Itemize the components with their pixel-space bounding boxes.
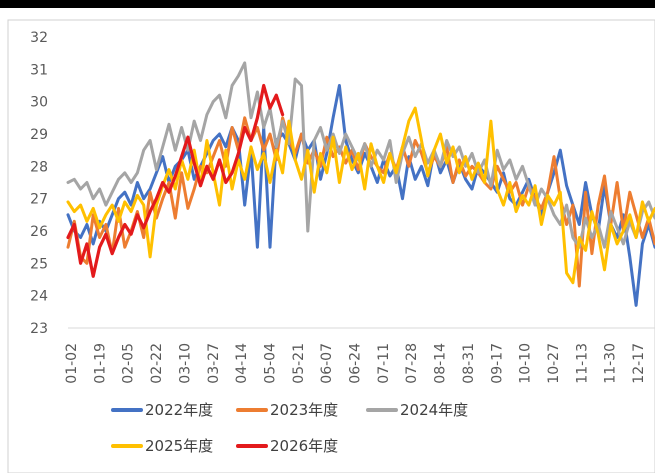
- legend: 2022年度 2023年度 2024年度 2025年度 2026年度: [113, 401, 468, 455]
- y-tick-label: 32: [30, 30, 48, 46]
- x-tick-label: 11-30: [603, 343, 619, 384]
- y-tick-label: 31: [30, 62, 48, 78]
- x-tick-label: 06-07: [319, 343, 335, 384]
- x-tick-label: 07-28: [404, 343, 420, 384]
- x-tick-label: 10-27: [546, 343, 562, 384]
- x-tick-label: 05-04: [262, 343, 278, 384]
- x-tick-label: 08-14: [433, 343, 449, 384]
- legend-label: 2026年度: [270, 437, 338, 455]
- x-tick-label: 01-19: [92, 343, 108, 384]
- legend-label: 2023年度: [270, 401, 338, 419]
- x-tick-label: 07-11: [376, 343, 392, 384]
- series-layer: [68, 63, 655, 306]
- legend-label: 2022年度: [145, 401, 213, 419]
- y-axis-labels: 23 24 25 26 27 28 29 30 31 32: [30, 30, 48, 337]
- y-tick-label: 23: [30, 321, 48, 337]
- x-tick-label: 11-13: [574, 343, 590, 384]
- x-axis: 01-02 01-19 02-05 02-22 03-10 03-27 04-14 05-04…: [64, 328, 655, 384]
- x-tick-label: 08-31: [461, 343, 477, 384]
- x-tick-label: 03-10: [177, 343, 193, 384]
- y-tick-label: 28: [30, 159, 48, 175]
- x-tick-label: 05-21: [291, 343, 307, 384]
- x-tick-label: 09-17: [489, 343, 505, 384]
- x-tick-label: 10-10: [518, 343, 534, 384]
- y-tick-label: 24: [30, 289, 48, 305]
- top-black-bar: [0, 0, 655, 8]
- x-tick-label: 06-24: [348, 343, 364, 384]
- x-tick-label: 12-17: [631, 343, 647, 384]
- y-tick-label: 30: [30, 95, 48, 111]
- y-tick-label: 25: [30, 256, 48, 272]
- x-tick-label: 03-27: [206, 343, 222, 384]
- x-tick-label: 04-14: [234, 343, 250, 384]
- x-tick-label: 01-02: [64, 343, 80, 384]
- y-tick-label: 26: [30, 224, 48, 240]
- y-tick-label: 29: [30, 127, 48, 143]
- legend-label: 2025年度: [145, 437, 213, 455]
- x-tick-label: 02-05: [121, 343, 137, 384]
- legend-label: 2024年度: [400, 401, 468, 419]
- x-tick-label: 02-22: [149, 343, 165, 384]
- y-tick-label: 27: [30, 192, 48, 208]
